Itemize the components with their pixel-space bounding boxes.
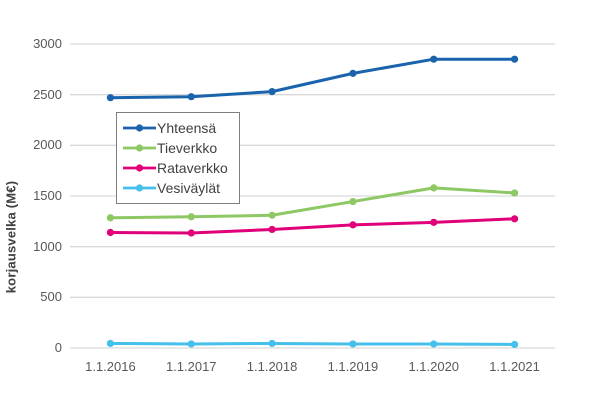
data-point-marker [430, 218, 438, 226]
data-point-marker [349, 221, 357, 229]
series-line-1 [108, 186, 517, 220]
legend-label: Tieverkko [157, 140, 218, 156]
data-point-marker [268, 88, 276, 96]
data-point-marker [510, 189, 519, 197]
data-point-marker [430, 184, 438, 192]
data-point-marker [187, 93, 195, 101]
y-tick-label: 2500 [33, 86, 62, 102]
x-tick-label: 1.1.2021 [489, 359, 540, 374]
y-tick-label: 0 [54, 340, 62, 355]
x-tick-label: 1.1.2016 [85, 359, 136, 374]
legend-marker-icon [123, 164, 156, 172]
y-tick-label: 500 [40, 289, 62, 305]
data-point-marker [430, 340, 438, 348]
data-point-marker [430, 55, 438, 63]
data-point-marker [349, 197, 357, 206]
x-tick-label: 1.1.2019 [327, 359, 379, 374]
data-point-marker [349, 340, 357, 348]
legend-marker-icon [123, 144, 156, 152]
data-point-marker [268, 211, 276, 219]
y-tick-label: 1500 [33, 188, 62, 203]
data-point-marker [187, 229, 195, 237]
y-tick-label: 3000 [33, 36, 62, 51]
legend-item-2: Rataverkko [123, 158, 228, 178]
data-point-marker [510, 215, 519, 223]
legend-marker-icon [123, 184, 156, 192]
data-point-marker [106, 214, 115, 222]
series-line-3 [108, 341, 517, 346]
series-line-0 [108, 57, 517, 100]
data-point-marker [268, 225, 276, 234]
legend-item-3: Vesiväylät [123, 178, 228, 198]
data-point-marker [510, 55, 519, 63]
series-line-2 [108, 217, 517, 235]
y-tick-label: 1000 [33, 238, 62, 254]
data-point-marker [106, 94, 115, 102]
legend-label: Yhteensä [157, 120, 217, 136]
legend: Yhteensä Tieverkko Rataverkko Vesiväylät [116, 112, 240, 204]
legend-item-1: Tieverkko [123, 138, 228, 158]
legend-label: Vesiväylät [157, 180, 221, 196]
data-point-marker [349, 69, 357, 77]
data-point-marker [510, 340, 519, 349]
data-point-marker [187, 340, 195, 348]
data-point-marker [268, 339, 276, 348]
legend-marker-icon [123, 124, 156, 132]
x-tick-label: 1.1.2020 [408, 359, 460, 374]
data-point-marker [187, 213, 195, 221]
x-tick-label: 1.1.2018 [246, 359, 298, 374]
x-tick-label: 1.1.2017 [165, 359, 217, 374]
data-point-marker [106, 339, 115, 348]
y-tick-label: 2000 [33, 137, 62, 153]
data-point-marker [106, 228, 115, 237]
legend-item-0: Yhteensä [123, 118, 228, 138]
legend-label: Rataverkko [157, 160, 228, 176]
